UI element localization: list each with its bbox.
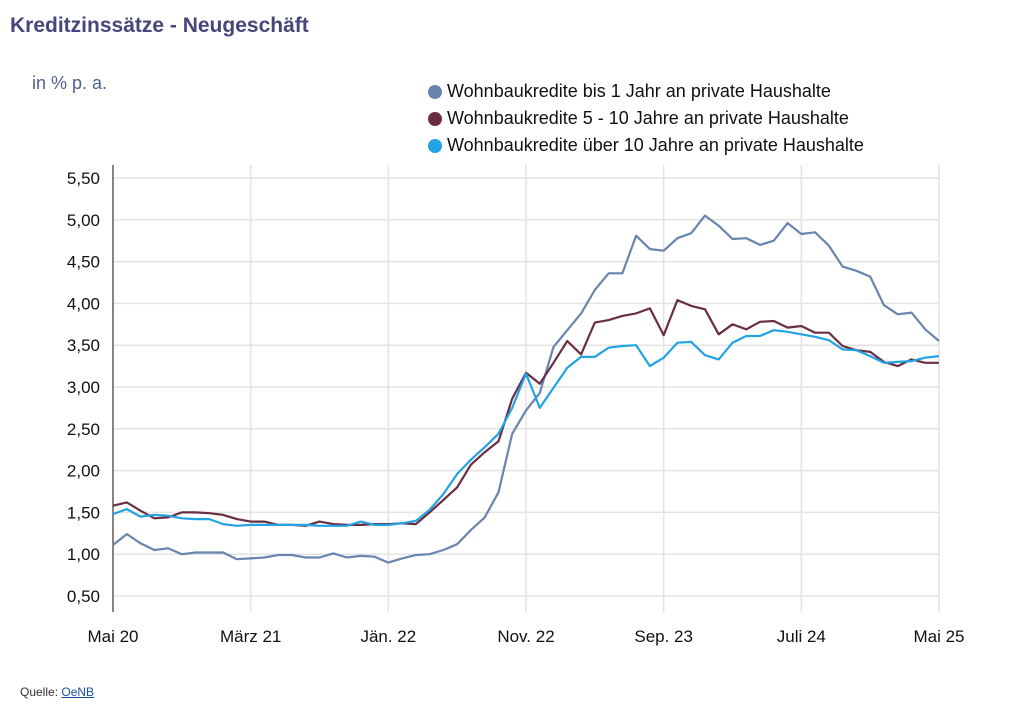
- legend-marker-icon: [428, 111, 442, 126]
- y-tick-label: 5,50: [67, 169, 100, 188]
- y-tick-label: 2,00: [67, 462, 100, 481]
- legend-item[interactable]: Wohnbaukredite 5 - 10 Jahre an private H…: [428, 105, 864, 132]
- legend: Wohnbaukredite bis 1 Jahr an private Hau…: [428, 78, 864, 159]
- legend-item[interactable]: Wohnbaukredite über 10 Jahre an private …: [428, 132, 864, 159]
- legend-item[interactable]: Wohnbaukredite bis 1 Jahr an private Hau…: [428, 78, 864, 105]
- x-tick-label: Sep. 23: [634, 627, 693, 646]
- y-tick-label: 3,00: [67, 378, 100, 397]
- chart-title: Kreditzinssätze - Neugeschäft: [10, 14, 309, 37]
- legend-marker-icon: [428, 138, 442, 153]
- series-line-1: [112, 214, 940, 564]
- x-tick-label: März 21: [220, 627, 281, 646]
- x-tick-label: Jän. 22: [360, 627, 416, 646]
- series-line-3: [112, 329, 940, 527]
- source: Quelle: OeNB: [20, 685, 94, 699]
- legend-marker-icon: [428, 84, 442, 99]
- y-tick-label: 3,50: [67, 336, 100, 355]
- x-tick-label: Mai 25: [913, 627, 964, 646]
- source-link[interactable]: OeNB: [61, 685, 95, 699]
- y-tick-label: 2,50: [67, 420, 100, 439]
- y-tick-label: 4,00: [67, 294, 100, 313]
- legend-label: Wohnbaukredite bis 1 Jahr an private Hau…: [447, 81, 831, 101]
- legend-label: Wohnbaukredite über 10 Jahre an private …: [447, 135, 864, 155]
- x-tick-label: Juli 24: [777, 627, 826, 646]
- x-tick-label: Nov. 22: [497, 627, 554, 646]
- y-tick-label: 4,50: [67, 253, 100, 272]
- y-tick-label: 5,00: [67, 211, 100, 230]
- unit-label: in % p. a.: [32, 73, 108, 93]
- source-label: Quelle:: [20, 685, 59, 699]
- legend-label: Wohnbaukredite 5 - 10 Jahre an private H…: [447, 108, 849, 128]
- y-tick-label: 0,50: [67, 587, 100, 606]
- x-tick-label: Mai 20: [87, 627, 138, 646]
- y-tick-label: 1,00: [67, 545, 100, 564]
- y-tick-label: 1,50: [67, 503, 100, 522]
